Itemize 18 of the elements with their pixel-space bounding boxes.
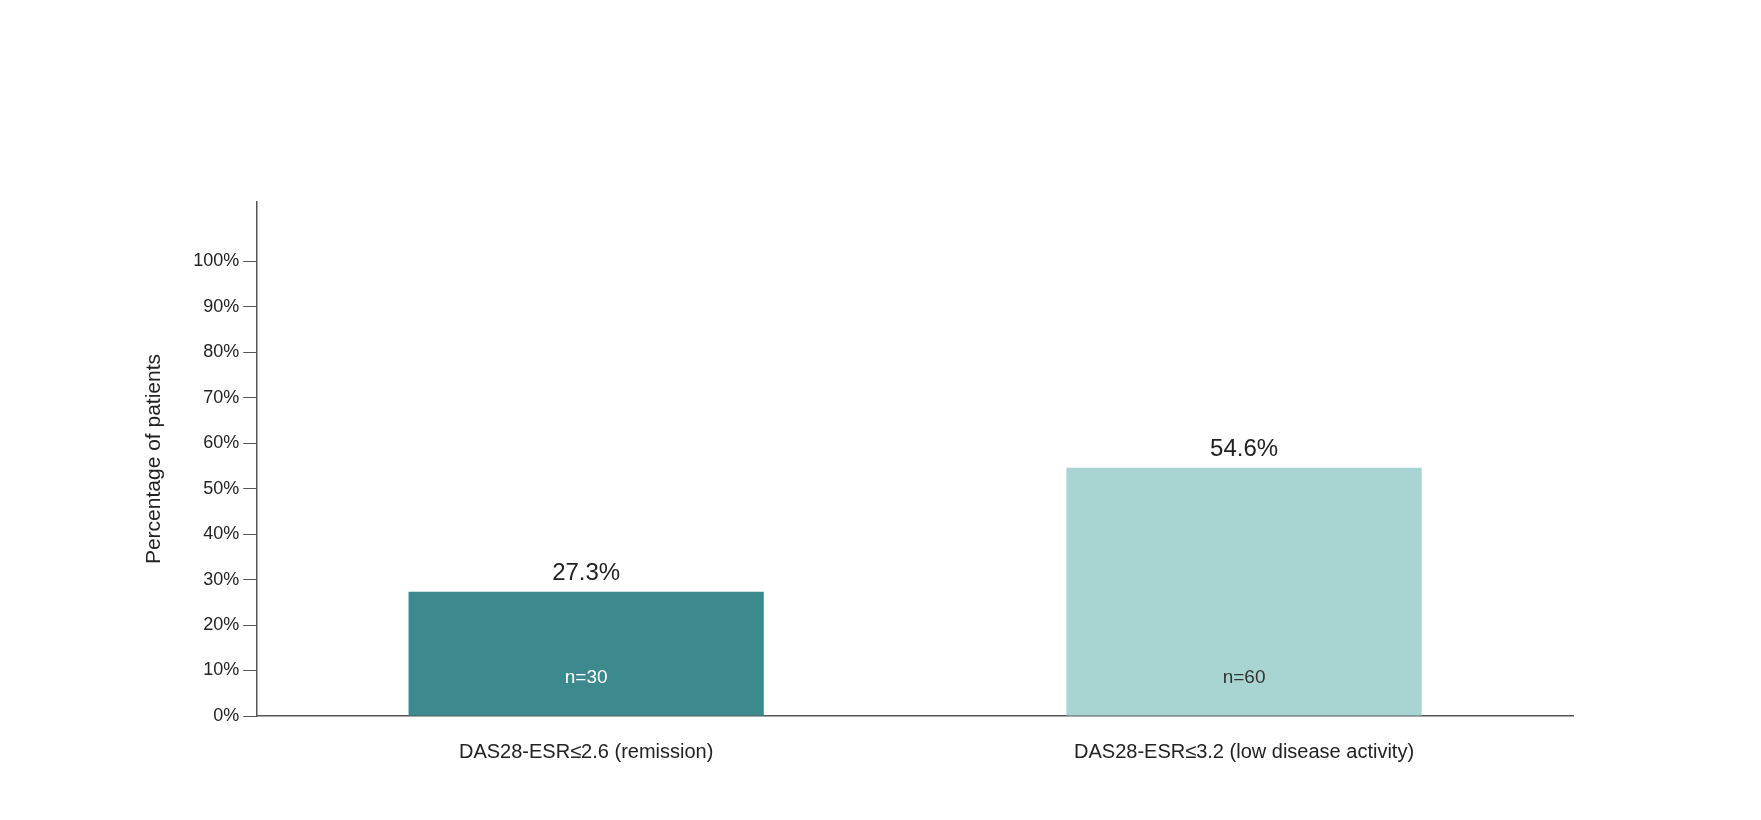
data-label: 27.3% [552, 558, 621, 586]
y-tick-label: 40% [203, 523, 240, 544]
y-axis-title: Percentage of patients [141, 353, 165, 565]
data-label: 54.6% [1210, 434, 1279, 462]
y-tick-label: 70% [203, 386, 240, 407]
annotation: n=30 [564, 666, 608, 688]
y-tick-label: 30% [203, 568, 240, 589]
y-tick-label: 100% [193, 250, 240, 271]
x-tick-label: DAS28-ESR≤3.2 (low disease activity) [1074, 739, 1415, 762]
y-tick-label: 80% [203, 341, 240, 362]
y-tick-label: 0% [213, 704, 240, 725]
x-tick-label: DAS28-ESR≤2.6 (remission) [458, 739, 714, 762]
y-tick-label: 10% [203, 659, 240, 680]
y-tick-label: 90% [203, 295, 240, 316]
y-tick-label: 20% [203, 614, 240, 634]
annotation: n=60 [1222, 666, 1266, 688]
y-tick-label: 50% [203, 477, 240, 498]
y-tick-label: 60% [203, 432, 240, 453]
